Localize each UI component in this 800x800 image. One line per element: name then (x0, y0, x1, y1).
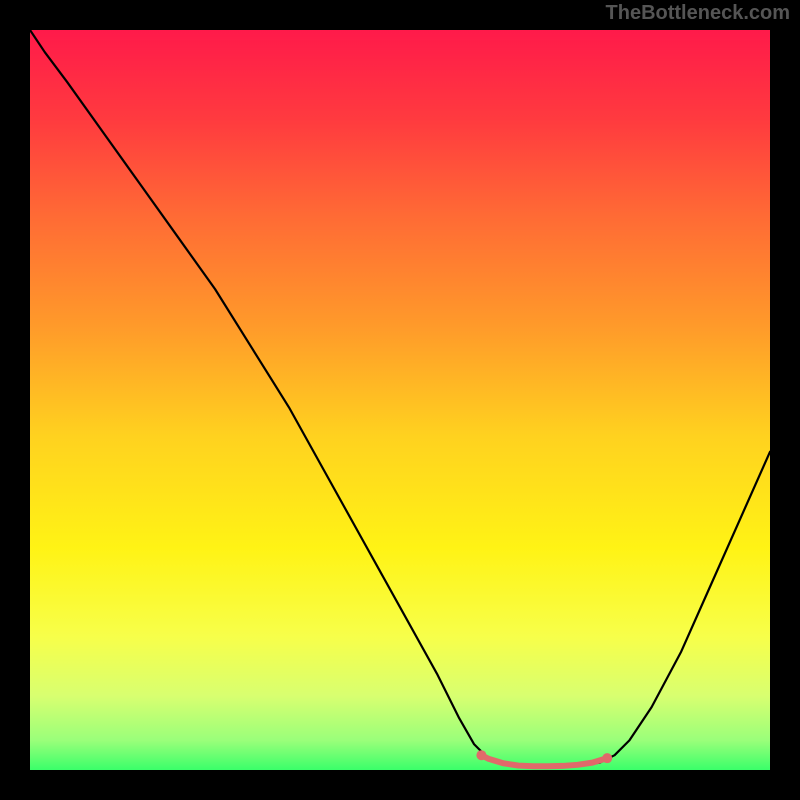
chart-background (30, 30, 770, 770)
bottleneck-curve-chart (30, 30, 770, 770)
chart-svg (30, 30, 770, 770)
watermark-text: TheBottleneck.com (606, 2, 790, 25)
